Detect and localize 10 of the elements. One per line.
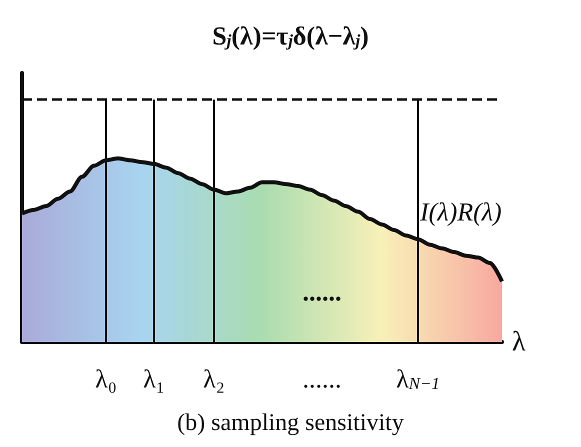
annotation: ......: [302, 278, 342, 306]
series-label: I(λ)R(λ): [419, 198, 502, 227]
x-tick-label: λ₁: [143, 364, 165, 394]
x-tick-label: λ₀: [95, 364, 117, 394]
x-tick-label: λN−1: [396, 364, 440, 394]
text: (b) sampling sensitivity: [177, 410, 404, 436]
chart-title: Sj(λ)=τjδ(λ−λj): [212, 21, 369, 50]
x-tick-label: λ₂: [203, 364, 225, 394]
x-tick-label: ......: [302, 364, 342, 394]
x-axis-title: λ: [512, 326, 526, 358]
